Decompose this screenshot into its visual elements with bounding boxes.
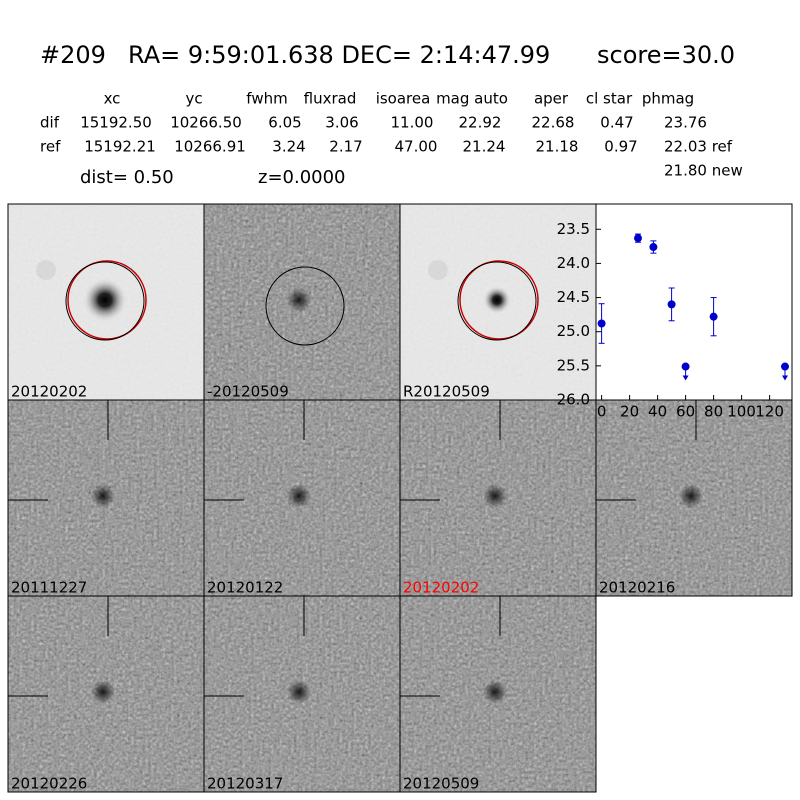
column-header: isoarea: [376, 90, 431, 108]
panel-label: 20120509: [403, 775, 479, 793]
thumbnail: -20120509: [203, 203, 401, 401]
panel-label: 20111227: [11, 579, 87, 597]
panel-label: 20120122: [207, 579, 283, 597]
table-cell: 2.17: [329, 138, 362, 156]
panel-label: 20120202: [11, 383, 87, 401]
faint-source: [36, 260, 56, 280]
table-cell: 22.92: [459, 114, 502, 132]
row-label: dif: [40, 114, 60, 132]
faint-source: [428, 260, 448, 280]
table-cell: 0.47: [600, 114, 633, 132]
y-tick-label: 25.0: [557, 322, 590, 340]
thumbnail: 20120122: [203, 399, 401, 597]
panel-label: 20120202: [403, 579, 479, 597]
aperture-red: [67, 260, 147, 340]
row-label: ref: [40, 138, 61, 156]
column-header: mag auto: [436, 90, 508, 108]
dist: dist= 0.50: [80, 167, 174, 188]
point: [597, 319, 606, 328]
x-tick-label: 40: [648, 403, 667, 421]
x-tick-label: 20: [620, 403, 639, 421]
table-cell: 10266.91: [174, 138, 246, 156]
table-cell: 21.18: [536, 138, 579, 156]
source: [83, 278, 127, 322]
y-tick-label: 24.5: [557, 288, 590, 306]
limit-head: [782, 375, 788, 381]
table-cell: 3.24: [272, 138, 305, 156]
redshift: z=0.0000: [258, 167, 346, 188]
table-cell: 47.00: [395, 138, 438, 156]
phmag-new: 21.80 new: [664, 162, 743, 180]
thumbnail: 20120226: [7, 595, 205, 793]
panel-label: R20120509: [403, 383, 490, 401]
x-tick-label: 80: [704, 403, 723, 421]
y-tick-label: 25.5: [557, 356, 590, 374]
object-id: #209: [40, 41, 106, 69]
y-tick-label: 24.0: [557, 254, 590, 272]
column-header: cl star: [586, 90, 633, 108]
thumbnail: 20111227: [7, 399, 205, 597]
table-cell: 22.68: [532, 114, 575, 132]
thumbnail: 20120202: [7, 203, 205, 401]
limit-head: [682, 375, 689, 381]
column-header: yc: [185, 90, 202, 108]
thumb-frame: [399, 595, 597, 793]
table-cell: 23.76: [664, 114, 707, 132]
table-cell: 21.24: [463, 138, 506, 156]
source: [91, 484, 115, 508]
coordinates: RA= 9:59:01.638 DEC= 2:14:47.99: [128, 41, 550, 69]
column-header: aper: [534, 90, 569, 108]
column-header: phmag: [642, 90, 694, 108]
table-cell: 15192.21: [84, 138, 156, 156]
table-cell: 22.03 ref: [664, 138, 733, 156]
source: [483, 484, 507, 508]
aperture: [457, 261, 537, 341]
table-cell: 10266.50: [170, 114, 242, 132]
thumbnail: 20120317: [203, 595, 401, 793]
thumbnail: R20120509: [399, 203, 597, 401]
aperture: [265, 266, 345, 346]
source: [91, 680, 115, 704]
aperture-red: [459, 260, 539, 340]
table-cell: 0.97: [604, 138, 637, 156]
thumbnail: 20120216: [595, 399, 793, 597]
x-tick-label: 120: [755, 403, 784, 421]
point: [709, 312, 718, 321]
thumbnail: 20120509: [399, 595, 597, 793]
panel-label: -20120509: [207, 383, 289, 401]
aperture: [65, 261, 145, 341]
source: [483, 286, 511, 314]
x-tick-label: 0: [597, 403, 607, 421]
column-header: fluxrad: [304, 90, 357, 108]
point: [667, 300, 676, 309]
column-header: xc: [104, 90, 121, 108]
x-tick-label: 60: [676, 403, 695, 421]
table-cell: 6.05: [268, 114, 301, 132]
table-cell: 11.00: [391, 114, 434, 132]
table-cell: 3.06: [325, 114, 358, 132]
point: [649, 243, 658, 252]
source: [679, 484, 703, 508]
column-header: fwhm: [246, 90, 287, 108]
table-cell: 15192.50: [80, 114, 152, 132]
source: [287, 484, 311, 508]
panel-label: 20120317: [207, 775, 283, 793]
thumbnail: 20120202: [399, 399, 597, 597]
panel-label: 20120226: [11, 775, 87, 793]
source: [287, 288, 311, 312]
y-tick-label: 26.0: [557, 391, 590, 409]
x-tick-label: 100: [727, 403, 756, 421]
score: score=30.0: [597, 41, 735, 69]
point: [634, 234, 642, 243]
y-tick-label: 23.5: [557, 220, 590, 238]
panel-label: 20120216: [599, 579, 675, 597]
source: [287, 680, 311, 704]
source: [483, 680, 507, 704]
plot-bg: [595, 203, 793, 401]
